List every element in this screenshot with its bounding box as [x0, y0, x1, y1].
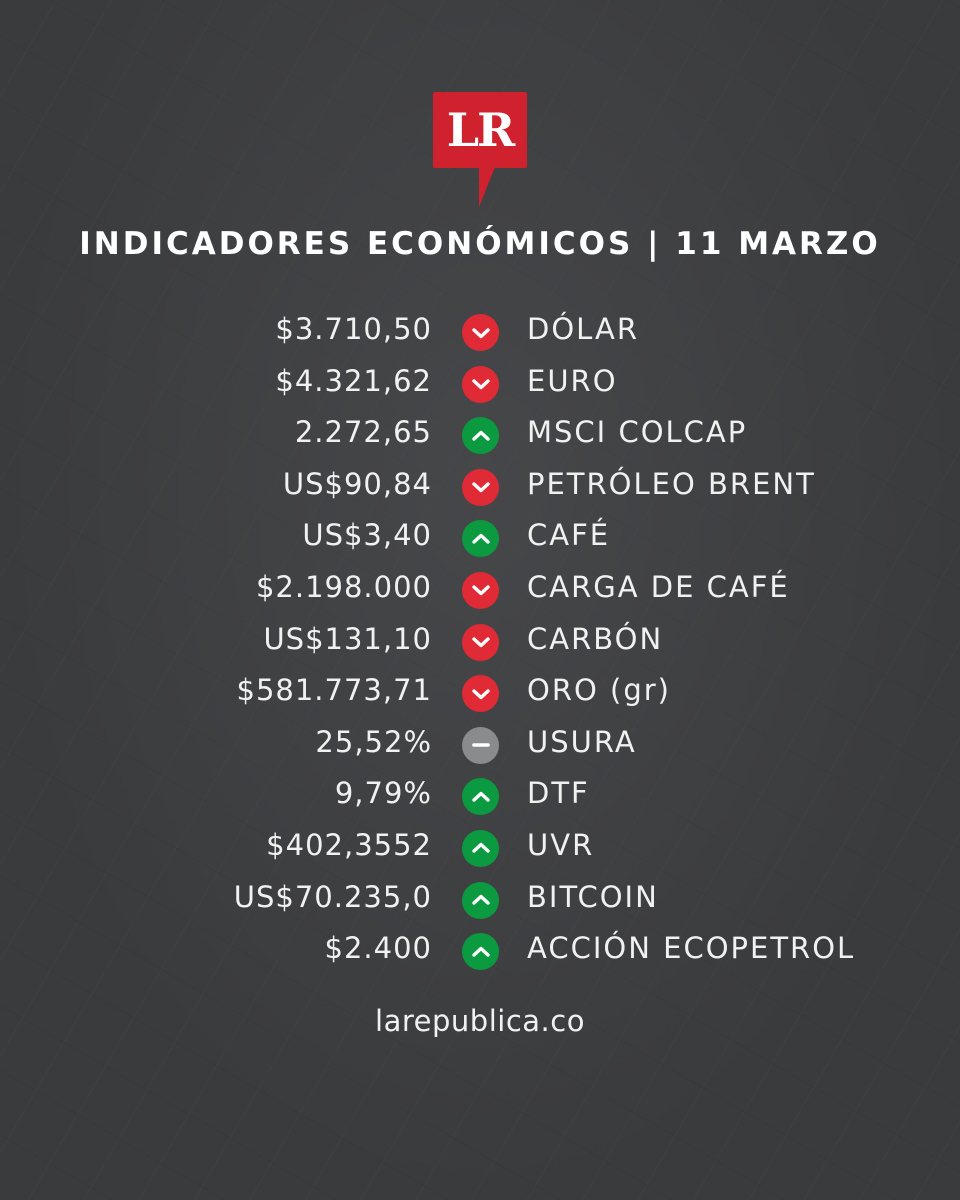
- indicator-label: CAFÉ: [527, 518, 611, 553]
- indicator-label: BITCOIN: [527, 879, 659, 914]
- larepublica-logo: LR: [433, 92, 527, 168]
- indicator-row: $3.710,50 DÓLAR: [0, 306, 960, 358]
- minus-icon: [462, 726, 499, 764]
- indicator-row: US$131,10 CARBÓN: [0, 616, 960, 668]
- indicator-row: US$70.235,0 BITCOIN: [0, 874, 960, 926]
- indicator-label: ACCIÓN ECOPETROL: [527, 931, 856, 966]
- indicator-row: $2.400 ACCIÓN ECOPETROL: [0, 925, 960, 977]
- indicator-row: $2.198.000 CARGA DE CAFÉ: [0, 564, 960, 616]
- footer-url: larepublica.co: [375, 1004, 585, 1038]
- indicator-value: 2.272,65: [294, 415, 432, 450]
- chevron-up-icon: [462, 881, 499, 919]
- indicator-label: CARGA DE CAFÉ: [527, 569, 790, 604]
- indicator-value: US$3,40: [302, 518, 432, 553]
- logo-text: LR: [446, 103, 516, 157]
- indicator-label: EURO: [527, 363, 618, 398]
- chevron-up-icon: [462, 933, 499, 971]
- indicator-label: UVR: [527, 827, 595, 862]
- indicator-label: DTF: [527, 776, 590, 811]
- indicator-row: $581.773,71 ORO (gr): [0, 667, 960, 719]
- indicator-value: $402,3552: [266, 827, 432, 862]
- indicator-value: $581.773,71: [236, 673, 432, 708]
- chevron-down-icon: [462, 571, 499, 609]
- indicator-value: 9,79%: [334, 776, 432, 811]
- indicator-row: 9,79% DTF: [0, 770, 960, 822]
- indicator-value: US$70.235,0: [233, 879, 432, 914]
- chevron-up-icon: [462, 520, 499, 558]
- indicator-label: DÓLAR: [527, 312, 639, 346]
- chevron-up-icon: [462, 417, 499, 455]
- chevron-down-icon: [462, 623, 499, 661]
- indicator-row: US$3,40 CAFÉ: [0, 512, 960, 564]
- chevron-down-icon: [462, 365, 499, 403]
- indicator-value: US$90,84: [282, 466, 432, 501]
- chevron-down-icon: [462, 314, 499, 351]
- indicator-label: ORO (gr): [527, 673, 671, 708]
- indicator-value: $3.710,50: [275, 312, 432, 346]
- indicator-label: MSCI COLCAP: [527, 415, 748, 450]
- indicators-list: $3.710,50 DÓLAR $4.321,62 EURO 2.272,65 MSCI …: [0, 306, 960, 977]
- indicator-row: $402,3552 UVR: [0, 822, 960, 874]
- indicator-value: US$131,10: [263, 621, 432, 656]
- indicator-row: 25,52% USURA: [0, 719, 960, 771]
- chevron-down-icon: [462, 675, 499, 713]
- chevron-up-icon: [462, 778, 499, 816]
- indicator-value: $4.321,62: [275, 363, 432, 398]
- indicator-row: 2.272,65 MSCI COLCAP: [0, 409, 960, 461]
- indicator-label: USURA: [527, 724, 637, 759]
- indicator-row: $4.321,62 EURO: [0, 358, 960, 410]
- chevron-up-icon: [462, 829, 499, 867]
- logo-speech-tail: [479, 167, 495, 207]
- indicator-value: 25,52%: [315, 724, 432, 759]
- indicator-label: PETRÓLEO BRENT: [527, 466, 816, 501]
- indicator-row: US$90,84 PETRÓLEO BRENT: [0, 461, 960, 513]
- indicator-value: $2.198.000: [255, 569, 432, 604]
- indicator-value: $2.400: [324, 931, 432, 966]
- indicator-label: CARBÓN: [527, 621, 664, 656]
- page-title: INDICADORES ECONÓMICOS | 11 MARZO: [79, 226, 881, 262]
- chevron-down-icon: [462, 468, 499, 506]
